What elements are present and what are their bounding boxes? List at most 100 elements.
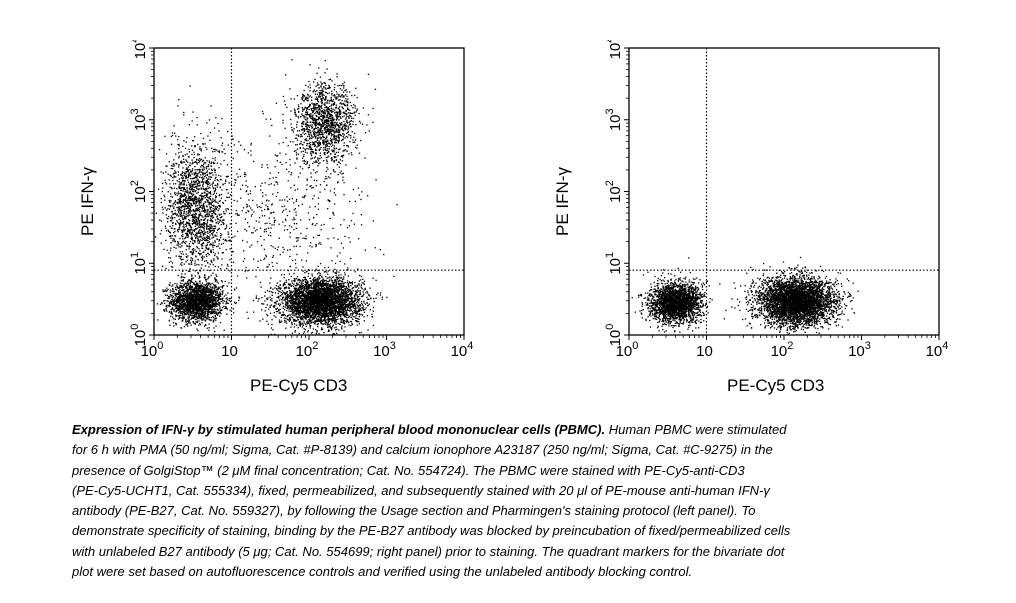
data-point [199,302,201,305]
data-point [198,275,200,277]
data-point [186,309,188,311]
data-point [315,304,317,306]
data-point [223,295,225,297]
data-point [354,316,356,318]
data-point [325,319,327,321]
data-point [306,301,308,303]
data-point [175,305,177,307]
data-point [225,306,227,309]
data-point [314,307,317,309]
data-point [321,275,323,277]
data-point [189,293,191,295]
data-point [341,325,343,327]
data-point [175,310,178,313]
data-point [335,305,337,307]
data-point [212,296,214,298]
data-point [276,310,279,313]
data-point [213,284,215,286]
data-point [203,297,206,299]
data-point [209,304,211,307]
data-point [297,303,300,306]
data-point [206,287,208,289]
data-point [269,312,272,314]
data-point [200,287,202,289]
data-point [339,315,341,317]
data-point [294,279,296,281]
data-point [332,316,334,318]
data-point [182,296,184,298]
data-point [182,318,185,320]
data-point [214,286,217,288]
data-point [186,296,188,298]
data-point [207,282,210,284]
data-point [322,281,324,283]
data-point [325,314,327,317]
data-point [333,332,335,335]
data-point [326,315,328,317]
data-point [178,306,180,308]
data-point [193,288,195,290]
data-point [329,276,331,278]
data-point [296,317,299,319]
data-point [232,308,234,310]
data-point [204,303,206,305]
data-point [175,314,177,316]
data-point [302,304,304,306]
data-point [358,321,360,323]
data-point [317,283,319,285]
data-point [210,300,212,302]
data-point [349,314,352,316]
data-point [304,315,306,317]
data-point [336,271,338,273]
data-point [336,299,338,301]
data-point [204,301,206,304]
data-point [190,317,193,320]
data-point [354,300,356,302]
data-point [186,290,188,292]
data-point [299,291,301,293]
data-point [203,298,205,301]
data-point [297,278,299,280]
data-point [194,309,197,311]
data-point [349,289,351,291]
data-point [265,306,267,309]
data-point [195,302,197,304]
data-point [214,289,216,292]
data-point [335,272,337,275]
data-point [178,310,181,312]
data-point [323,314,325,316]
data-point [187,289,189,291]
data-point [284,306,286,308]
data-point [270,299,272,301]
data-point [213,300,215,302]
data-point [332,291,334,294]
data-point [336,332,338,334]
data-point [178,291,180,293]
data-point [322,284,324,286]
data-point [179,295,181,297]
data-point [327,290,329,292]
data-point [337,295,339,297]
data-point [210,292,212,294]
data-point [201,285,203,287]
data-point [288,289,291,292]
data-point [345,294,347,296]
data-point [176,307,178,309]
data-point [218,312,220,314]
data-point [208,327,210,329]
data-point [307,294,309,296]
data-point [207,311,209,314]
data-point [328,319,330,321]
data-point [307,295,309,298]
data-point [297,304,299,306]
data-point [191,293,193,295]
data-point [162,290,164,293]
data-point [299,292,301,294]
data-point [298,304,300,306]
data-point [309,318,311,320]
data-point [198,308,200,310]
data-point [189,308,191,310]
data-point [186,323,188,325]
data-point [312,289,315,292]
data-point [297,319,300,321]
